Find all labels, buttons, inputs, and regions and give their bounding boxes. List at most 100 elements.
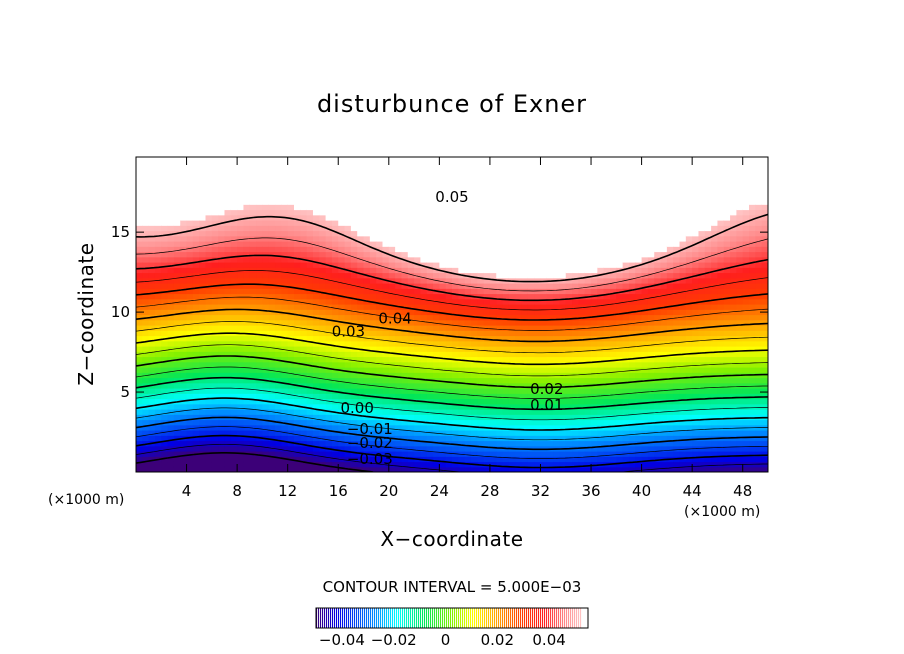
heat-cell	[300, 372, 308, 379]
heat-cell	[559, 435, 567, 442]
heat-cell	[224, 251, 232, 258]
heat-cell	[635, 330, 643, 337]
heat-cell	[268, 241, 276, 247]
heat-cell	[148, 356, 156, 363]
heat-cell	[262, 304, 270, 310]
heat-cell	[369, 204, 377, 211]
heat-cell	[546, 256, 554, 263]
heat-cell	[148, 461, 156, 468]
heat-cell	[192, 325, 200, 331]
heat-cell	[628, 403, 636, 410]
heat-cell	[622, 262, 630, 268]
heat-cell	[224, 361, 232, 368]
heat-cell	[464, 204, 472, 211]
heat-cell	[344, 183, 352, 190]
heat-cell	[312, 393, 320, 400]
heat-cell	[376, 351, 384, 358]
heat-cell	[603, 178, 611, 184]
heat-cell	[464, 220, 472, 226]
heat-cell	[142, 372, 150, 379]
heat-cell	[180, 393, 188, 400]
heat-cell	[483, 283, 491, 289]
heat-cell	[565, 172, 573, 179]
heat-cell	[325, 220, 333, 226]
heat-cell	[331, 382, 339, 389]
heat-cell	[591, 256, 598, 263]
heat-cell	[281, 409, 289, 415]
heat-cell	[192, 314, 200, 321]
heat-cell	[628, 330, 636, 337]
heat-cell	[439, 398, 447, 405]
heat-cell	[161, 283, 169, 289]
heat-cell	[173, 456, 181, 463]
heat-cell	[186, 461, 194, 468]
heat-cell	[420, 157, 428, 163]
heat-cell	[281, 351, 289, 358]
heat-cell	[294, 319, 301, 326]
heat-cell	[578, 361, 586, 368]
heat-cell	[420, 319, 428, 326]
heat-cell	[268, 157, 276, 163]
heat-cell	[540, 356, 548, 363]
heat-cell	[591, 172, 598, 179]
heat-cell	[489, 456, 497, 463]
heat-cell	[319, 424, 327, 431]
heat-cell	[154, 414, 162, 421]
heat-cell	[508, 346, 516, 352]
heat-cell	[477, 193, 485, 200]
heat-cell	[224, 409, 232, 415]
heat-cell	[338, 235, 346, 242]
heat-cell	[142, 435, 150, 442]
heat-cell	[635, 445, 643, 452]
heat-cell	[161, 346, 169, 352]
heat-cell	[591, 304, 598, 310]
heat-cell	[502, 461, 510, 468]
heat-cell	[199, 346, 207, 352]
heat-cell	[249, 403, 257, 410]
heat-cell	[344, 461, 352, 468]
heat-cell	[628, 272, 636, 279]
heat-cell	[603, 172, 611, 179]
heat-cell	[515, 199, 523, 205]
heat-cell	[199, 304, 207, 310]
heat-cell	[136, 220, 143, 226]
heat-cell	[553, 466, 561, 472]
heat-cell	[540, 204, 548, 211]
heat-cell	[363, 445, 371, 452]
heat-cell	[319, 319, 327, 326]
heat-cell	[363, 367, 371, 373]
heat-cell	[363, 183, 371, 190]
heat-cell	[591, 466, 598, 472]
heat-cell	[401, 193, 409, 200]
heat-cell	[407, 414, 415, 421]
heat-cell	[433, 419, 440, 426]
heat-cell	[382, 256, 390, 263]
heat-cell	[401, 382, 409, 389]
heat-cell	[173, 241, 181, 247]
heat-cell	[331, 246, 339, 253]
heat-cell	[243, 267, 251, 274]
heat-cell	[205, 314, 213, 321]
heat-cell	[534, 330, 542, 337]
heat-cell	[338, 225, 346, 232]
heat-cell	[338, 361, 346, 368]
heat-cell	[597, 398, 605, 405]
heat-cell	[527, 298, 535, 305]
heat-cell	[382, 157, 390, 163]
heat-cell	[445, 183, 453, 190]
heat-cell	[641, 293, 649, 300]
heat-cell	[148, 414, 156, 421]
heat-cell	[559, 214, 567, 221]
heat-cell	[224, 388, 232, 394]
heat-cell	[622, 214, 630, 221]
heat-cell	[363, 162, 371, 169]
heat-cell	[584, 351, 592, 358]
heat-cell	[363, 340, 371, 347]
heat-cell	[268, 183, 276, 190]
heat-cell	[610, 403, 617, 410]
heat-cell	[407, 351, 415, 358]
heat-cell	[142, 445, 150, 452]
heat-cell	[521, 419, 529, 426]
heat-cell	[534, 367, 542, 373]
heat-cell	[527, 335, 535, 342]
